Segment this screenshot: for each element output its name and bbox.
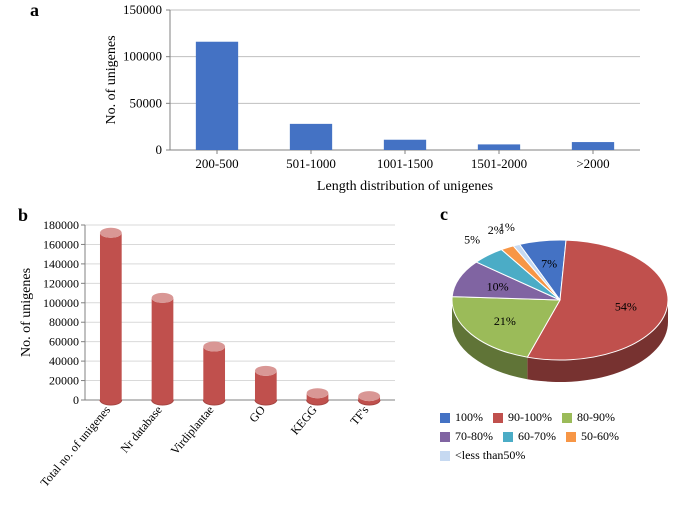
legend-swatch (440, 432, 450, 442)
pie-value-label: 7% (541, 256, 557, 270)
svg-text:c: c (440, 204, 448, 224)
legend-swatch (562, 413, 572, 423)
legend-swatch (503, 432, 513, 442)
legend-item: 100% (440, 410, 483, 425)
legend-label: 90-100% (508, 410, 552, 425)
pie-value-label: 10% (487, 280, 509, 294)
legend-label: 60-70% (518, 429, 556, 444)
legend-c: 100% 90-100% 80-90% 70-80% 60-70% 50-60% <less… (440, 410, 660, 467)
pie-value-label: 5% (464, 232, 480, 246)
legend-swatch (440, 413, 450, 423)
legend-item: 50-60% (566, 429, 619, 444)
legend-label: 70-80% (455, 429, 493, 444)
legend-label: <less than50% (455, 448, 525, 463)
legend-label: 100% (455, 410, 483, 425)
legend-item: 90-100% (493, 410, 552, 425)
legend-item: 80-90% (562, 410, 615, 425)
legend-item: 60-70% (503, 429, 556, 444)
pie-value-label: 21% (494, 314, 516, 328)
legend-label: 80-90% (577, 410, 615, 425)
legend-swatch (566, 432, 576, 442)
pie-value-label: 1% (499, 220, 515, 234)
legend-label: 50-60% (581, 429, 619, 444)
legend-item: <less than50% (440, 448, 525, 463)
legend-swatch (493, 413, 503, 423)
legend-item: 70-80% (440, 429, 493, 444)
legend-swatch (440, 451, 450, 461)
pie-value-label: 54% (615, 300, 637, 314)
